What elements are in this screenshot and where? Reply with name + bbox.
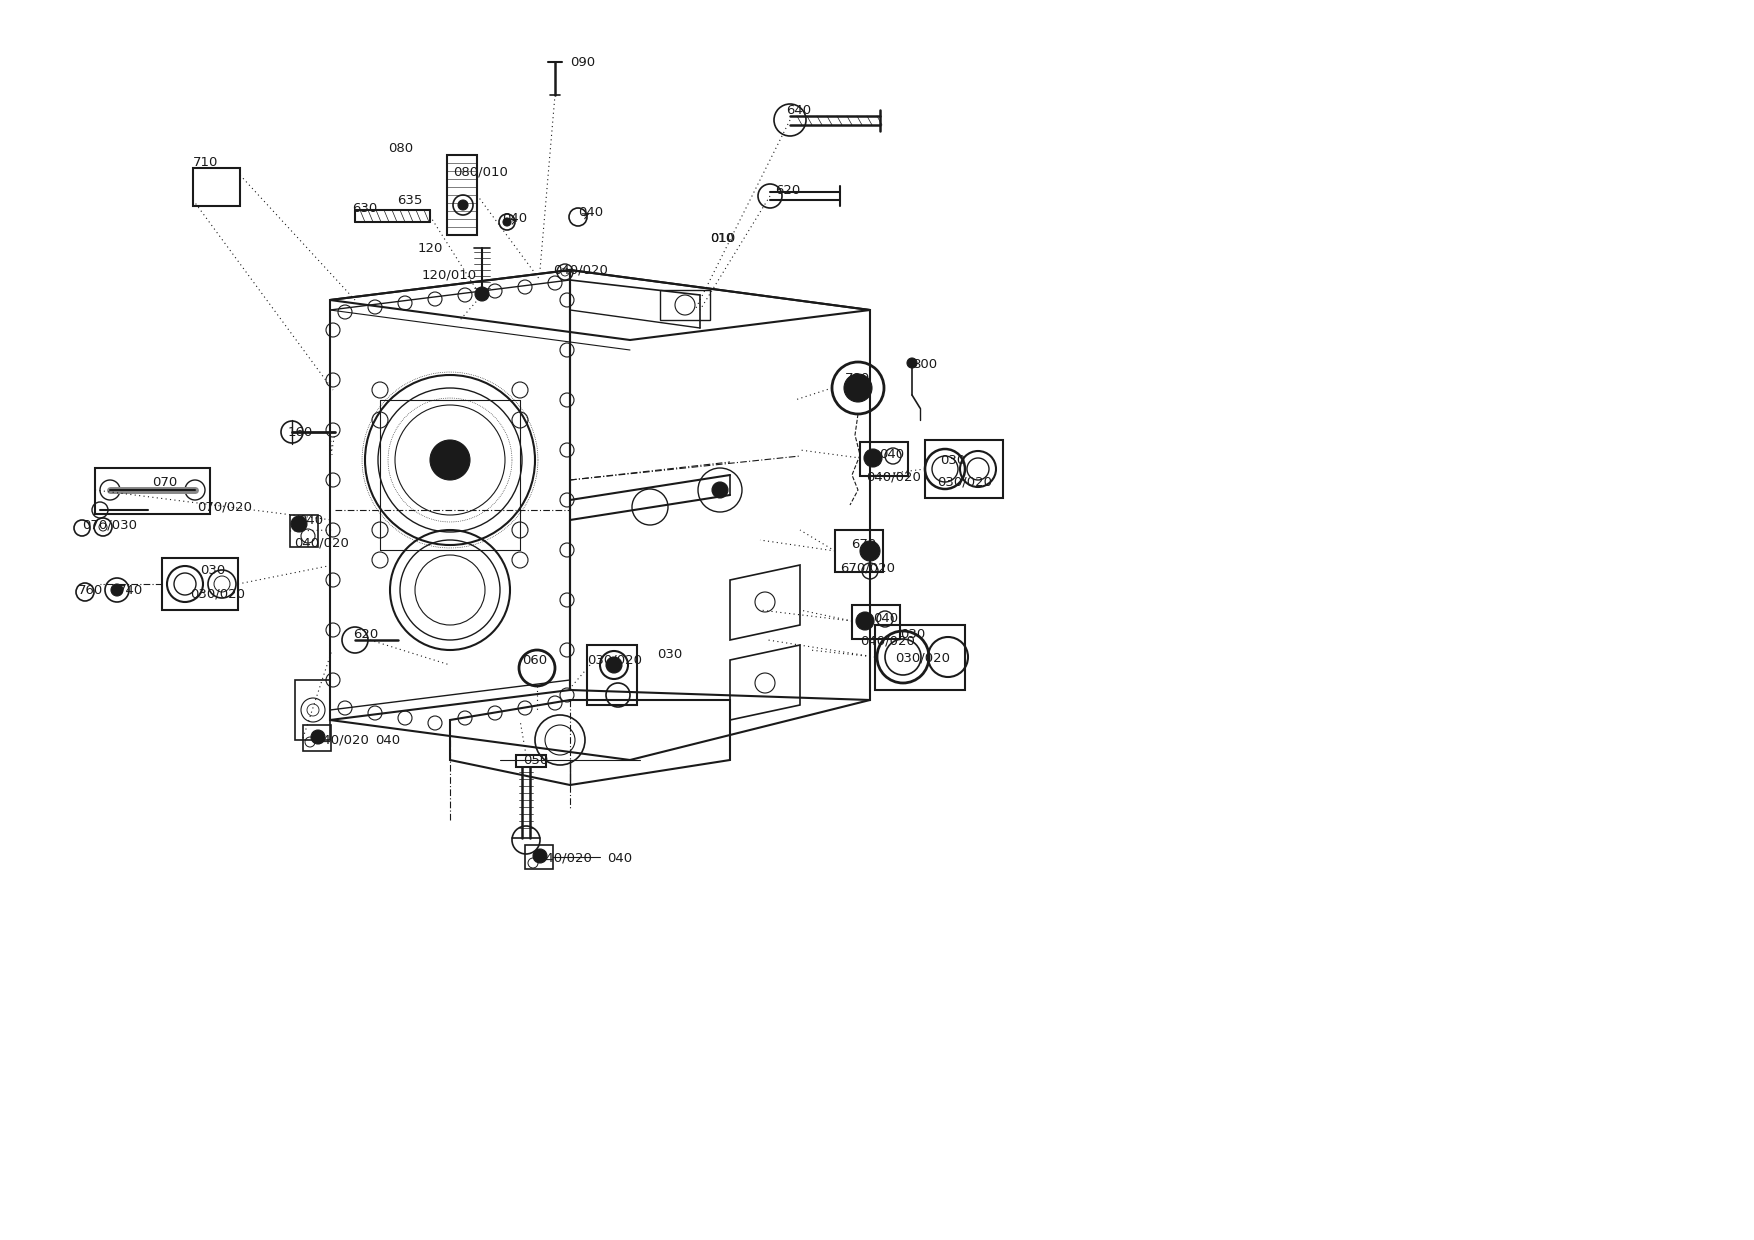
Text: 030: 030 xyxy=(658,649,682,661)
Text: 030/020: 030/020 xyxy=(189,588,246,600)
Bar xyxy=(289,515,317,547)
Circle shape xyxy=(458,200,468,210)
Text: 030: 030 xyxy=(940,454,965,466)
Text: 040: 040 xyxy=(579,207,603,219)
Text: 030: 030 xyxy=(900,629,926,641)
Circle shape xyxy=(856,613,873,630)
Circle shape xyxy=(310,730,324,744)
Text: 040/020: 040/020 xyxy=(859,635,916,647)
Bar xyxy=(660,290,710,320)
Circle shape xyxy=(475,286,489,301)
Bar xyxy=(516,755,545,768)
Text: 010: 010 xyxy=(710,232,733,244)
Text: 630: 630 xyxy=(353,201,377,215)
Text: 080: 080 xyxy=(388,141,414,155)
Text: 670/020: 670/020 xyxy=(840,562,895,574)
Text: 040/020: 040/020 xyxy=(553,264,609,277)
Text: 040: 040 xyxy=(879,449,903,461)
Circle shape xyxy=(907,358,917,368)
Text: 030/020: 030/020 xyxy=(588,653,642,667)
Circle shape xyxy=(291,516,307,532)
Text: 040/020: 040/020 xyxy=(314,734,368,746)
Text: 060: 060 xyxy=(523,653,547,667)
Circle shape xyxy=(865,449,882,467)
Text: 010: 010 xyxy=(710,232,735,244)
Bar xyxy=(193,167,240,206)
Text: 120: 120 xyxy=(417,242,444,254)
Circle shape xyxy=(533,849,547,863)
Bar xyxy=(95,467,210,515)
Text: 760: 760 xyxy=(77,584,103,596)
Bar xyxy=(859,441,909,476)
Circle shape xyxy=(712,482,728,498)
Circle shape xyxy=(844,374,872,402)
Bar xyxy=(161,558,239,610)
Text: 620: 620 xyxy=(353,629,379,641)
Text: 040: 040 xyxy=(873,611,898,625)
Text: 050: 050 xyxy=(523,754,549,766)
Text: 070/030: 070/030 xyxy=(82,518,137,532)
Circle shape xyxy=(111,584,123,596)
Text: 710: 710 xyxy=(193,156,219,170)
Text: 040: 040 xyxy=(502,212,528,224)
Circle shape xyxy=(503,218,510,226)
Text: 070: 070 xyxy=(153,475,177,489)
Text: 160: 160 xyxy=(288,425,314,439)
Text: 090: 090 xyxy=(570,56,595,68)
Circle shape xyxy=(605,657,623,673)
Text: 620: 620 xyxy=(775,184,800,196)
Text: 040/020: 040/020 xyxy=(295,537,349,549)
Circle shape xyxy=(859,541,881,560)
Text: 635: 635 xyxy=(396,193,423,207)
Text: 800: 800 xyxy=(912,358,937,372)
Text: 670: 670 xyxy=(851,538,877,552)
Text: 030: 030 xyxy=(200,563,225,577)
Text: 080/010: 080/010 xyxy=(453,165,509,179)
Text: 040/020: 040/020 xyxy=(866,470,921,484)
Text: 030/020: 030/020 xyxy=(937,475,993,489)
Text: 120/010: 120/010 xyxy=(423,269,477,281)
Bar xyxy=(852,605,900,639)
Text: 070/020: 070/020 xyxy=(196,501,253,513)
Bar xyxy=(835,529,882,572)
Bar xyxy=(524,844,553,869)
Text: 030/020: 030/020 xyxy=(895,651,951,665)
Bar xyxy=(875,625,965,689)
Bar xyxy=(588,645,637,706)
Circle shape xyxy=(430,440,470,480)
Text: 780: 780 xyxy=(845,372,870,384)
Text: 040: 040 xyxy=(607,852,631,864)
Bar xyxy=(303,725,332,751)
Bar xyxy=(447,155,477,236)
Text: 040: 040 xyxy=(298,513,323,527)
Bar xyxy=(924,440,1003,498)
Text: 740: 740 xyxy=(118,584,144,596)
Text: 040: 040 xyxy=(375,734,400,746)
Text: 040/020: 040/020 xyxy=(537,852,591,864)
Text: 640: 640 xyxy=(786,103,810,117)
